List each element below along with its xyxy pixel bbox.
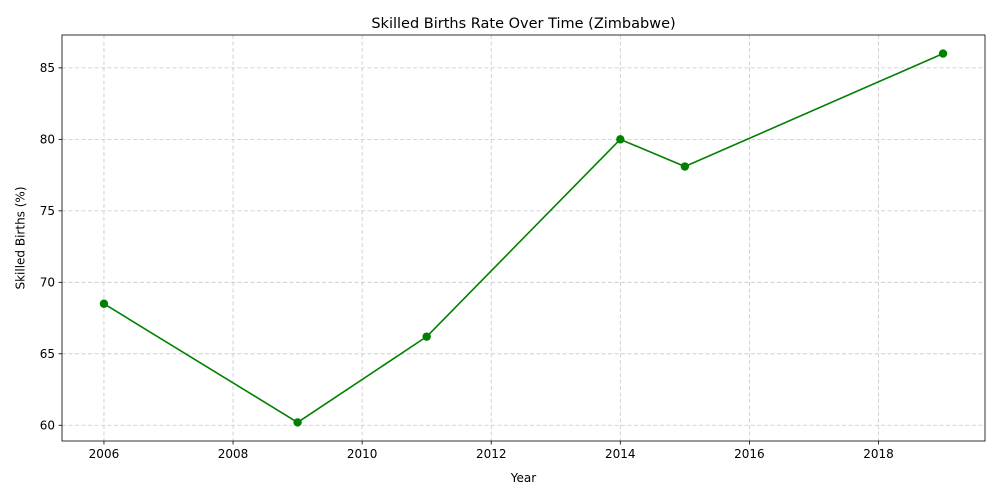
x-tick-label: 2016 xyxy=(734,447,765,461)
series-layer xyxy=(99,49,948,427)
data-point-marker xyxy=(293,418,302,427)
x-axis-label: Year xyxy=(510,471,536,485)
grid-lines xyxy=(62,35,985,441)
data-point-marker xyxy=(616,135,625,144)
y-tick-label: 65 xyxy=(40,347,55,361)
x-tick-label: 2010 xyxy=(347,447,378,461)
x-tick-label: 2008 xyxy=(218,447,249,461)
x-tick-label: 2006 xyxy=(89,447,120,461)
data-point-marker xyxy=(938,49,948,58)
y-tick-label: 70 xyxy=(40,276,55,290)
y-tick-label: 75 xyxy=(40,204,55,218)
data-point-marker xyxy=(680,162,690,171)
y-tick-label: 85 xyxy=(40,61,55,75)
axis-ticks: 2006 2008 2010 2012 2014 2016 2018 60 65 70 75 80 85 xyxy=(40,61,894,461)
x-tick-label: 2018 xyxy=(863,447,894,461)
data-point-marker xyxy=(99,299,109,308)
y-tick-label: 60 xyxy=(40,418,55,432)
chart-title: Skilled Births Rate Over Time (Zimbabwe) xyxy=(371,16,675,32)
plot-area-frame xyxy=(61,34,986,442)
x-tick-label: 2012 xyxy=(476,447,507,461)
x-tick-label: 2014 xyxy=(605,447,636,461)
data-point-marker xyxy=(422,332,431,341)
y-axis-label: Skilled Births (%) xyxy=(14,186,28,289)
y-tick-label: 80 xyxy=(40,133,55,147)
series-line xyxy=(103,52,944,424)
